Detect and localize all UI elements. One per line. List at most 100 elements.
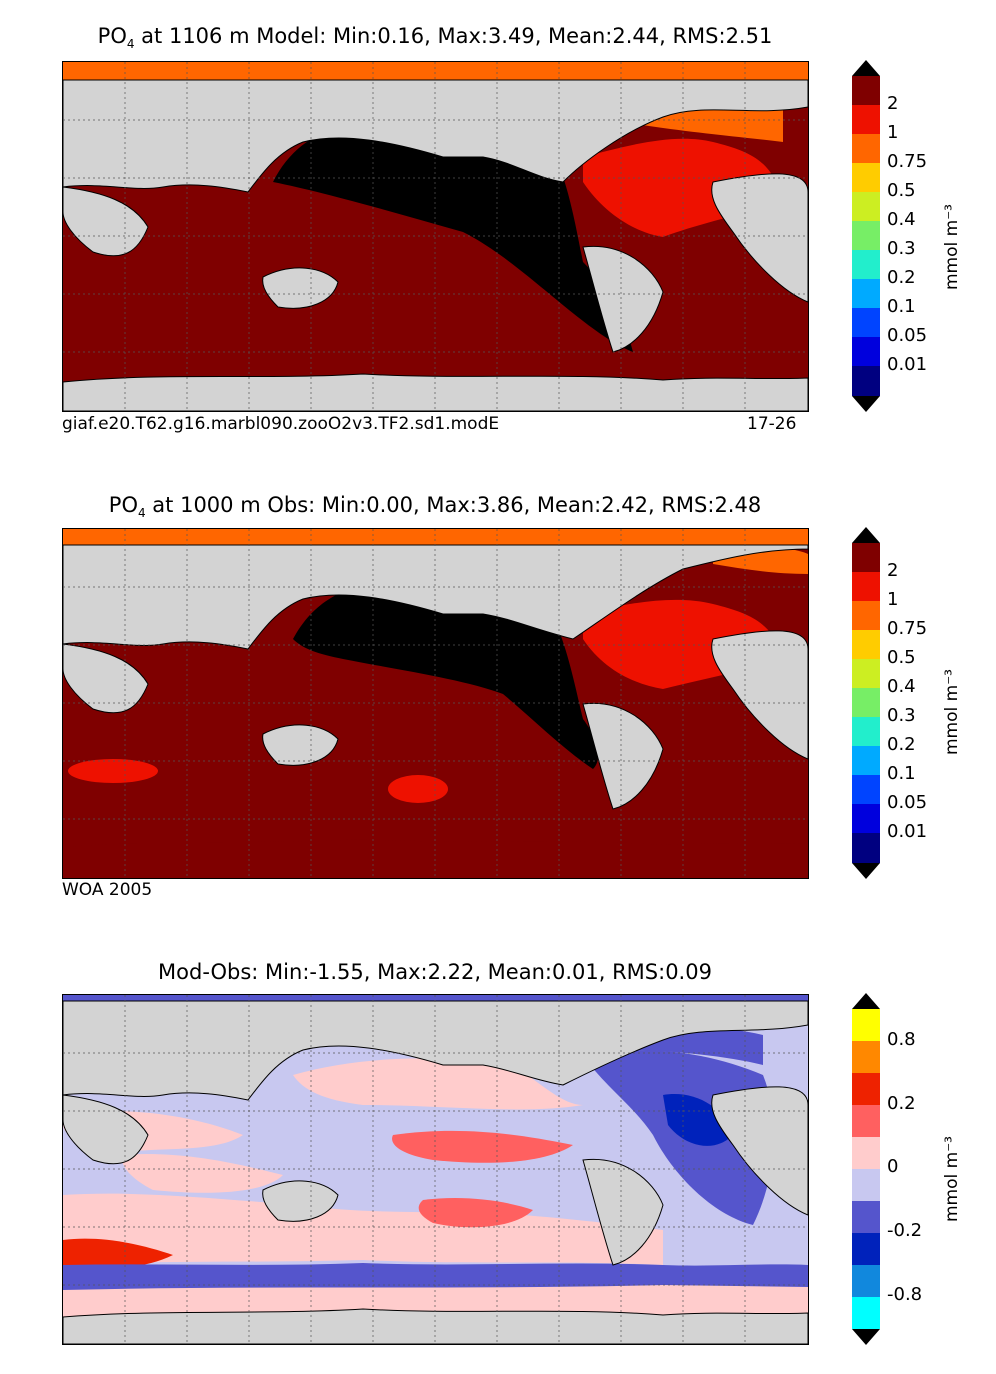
cbar1-tick: 0.1: [887, 296, 916, 317]
colorbar-segment: [852, 308, 880, 337]
arctic-band: [63, 62, 808, 80]
colorbar-segment: [852, 1297, 880, 1329]
cbar2-tick: 0.3: [887, 705, 916, 726]
australia: [262, 267, 339, 309]
panel-2-title: PO4 at 1000 m Obs: Min:0.00, Max:3.86, M…: [0, 493, 870, 520]
africa-east: [63, 186, 149, 257]
arctic-band: [63, 995, 808, 1001]
cbar1-tick: 0.05: [887, 325, 928, 346]
panel-3-title-text: Mod-Obs: Min:-1.55, Max:2.22, Mean:0.01,…: [158, 960, 712, 984]
colorbar-segment: [852, 221, 880, 250]
colorbar-segment: [852, 688, 880, 717]
cbar1-unit-label: mmol m⁻³: [942, 204, 962, 290]
panel-3-map-svg: [63, 995, 808, 1344]
africa: [711, 173, 808, 303]
cbar2-tick: 2: [887, 560, 899, 581]
cbar3-tick: 0.2: [887, 1093, 916, 1114]
south-america: [582, 1158, 664, 1266]
colorbar-segment: [852, 1041, 880, 1073]
colorbar-segment: [852, 833, 880, 863]
indian-ocean-red-patch: [68, 759, 158, 783]
antarctica: [63, 373, 808, 411]
colorbar-segment: [852, 543, 880, 572]
panel-1-title: PO4 at 1106 m Model: Min:0.16, Max:3.49,…: [0, 24, 870, 51]
colorbar-under-arrow: [852, 863, 880, 879]
panel-2-map: [62, 528, 809, 879]
colorbar-segment: [852, 1169, 880, 1201]
colorbar-segment: [852, 163, 880, 192]
colorbar-segment: [852, 630, 880, 659]
cbar1-tick: 0.75: [887, 151, 928, 172]
africa: [711, 630, 808, 760]
southern-ocean-fill: [63, 839, 808, 878]
colorbar-over-arrow: [852, 60, 880, 76]
colorbar-segment: [852, 1137, 880, 1169]
cbar1-tick: 0.4: [887, 209, 916, 230]
colorbar-segment: [852, 250, 880, 279]
panel-2-map-svg: [63, 529, 808, 878]
colorbar-segment: [852, 601, 880, 630]
colorbar-segment: [852, 572, 880, 601]
colorbar-segment: [852, 804, 880, 833]
colorbar-segment: [852, 746, 880, 775]
panel-1-caption-right: 17-26: [747, 414, 797, 434]
colorbar-segment: [852, 76, 880, 105]
panel-2-title-sub: 4: [137, 506, 146, 521]
colorbar-segment: [852, 1105, 880, 1137]
cbar1-tick: 1: [887, 122, 899, 143]
colorbar-segment: [852, 337, 880, 366]
cbar3-tick: 0.8: [887, 1029, 916, 1050]
panel-1-colorbar: [852, 60, 880, 412]
colorbar-over-arrow: [852, 993, 880, 1009]
cbar3-tick: 0: [887, 1156, 899, 1177]
colorbar-segment: [852, 279, 880, 308]
colorbar-under-arrow: [852, 396, 880, 412]
cbar1-tick: 0.5: [887, 180, 916, 201]
panel-1-map: [62, 61, 809, 412]
cbar2-unit-label: mmol m⁻³: [942, 669, 962, 755]
colorbar-segment: [852, 659, 880, 688]
cbar1-tick: 0.01: [887, 354, 928, 375]
arctic-band: [63, 529, 808, 545]
cbar1-tick: 2: [887, 93, 899, 114]
panel-3-map: [62, 994, 809, 1345]
australia: [262, 724, 339, 766]
cbar2-tick: 0.05: [887, 792, 928, 813]
cbar3-tick: -0.8: [887, 1284, 923, 1305]
colorbar-segment: [852, 1009, 880, 1041]
graticule: [63, 62, 808, 411]
cbar1-tick: 0.3: [887, 238, 916, 259]
panel-1-title-pre: PO: [97, 24, 127, 48]
cbar2-tick: 0.4: [887, 676, 916, 697]
colorbar-segment: [852, 105, 880, 134]
south-pacific-red-patch: [388, 775, 448, 803]
colorbar-segment: [852, 366, 880, 396]
africa: [711, 1086, 808, 1216]
cbar2-tick: 0.2: [887, 734, 916, 755]
cbar2-tick: 0.75: [887, 618, 928, 639]
panel-2-title-post: at 1000 m Obs: Min:0.00, Max:3.86, Mean:…: [145, 493, 762, 517]
panel-3-colorbar: [852, 993, 880, 1345]
cbar2-tick: 0.1: [887, 763, 916, 784]
cbar2-tick: 1: [887, 589, 899, 610]
antarctica: [63, 1308, 808, 1344]
panel-1-caption-left: giaf.e20.T62.g16.marbl090.zooO2v3.TF2.sd…: [62, 414, 500, 434]
pacific-high-region: [273, 120, 633, 352]
colorbar-segment: [852, 1073, 880, 1105]
cbar1-tick: 0.2: [887, 267, 916, 288]
south-america: [582, 702, 664, 810]
south-america: [582, 245, 664, 353]
graticule: [63, 995, 808, 1344]
pacific-high-region: [293, 582, 599, 769]
cbar2-tick: 0.01: [887, 821, 928, 842]
colorbar-segment: [852, 1265, 880, 1297]
panel-1-map-svg: [63, 62, 808, 411]
colorbar-over-arrow: [852, 527, 880, 543]
panel-2-caption-left: WOA 2005: [62, 880, 153, 900]
colorbar-segment: [852, 717, 880, 746]
colorbar-under-arrow: [852, 1329, 880, 1345]
colorbar-segment: [852, 134, 880, 163]
australia: [262, 1180, 339, 1222]
africa-east: [63, 643, 149, 714]
panel-2-title-pre: PO: [108, 493, 138, 517]
